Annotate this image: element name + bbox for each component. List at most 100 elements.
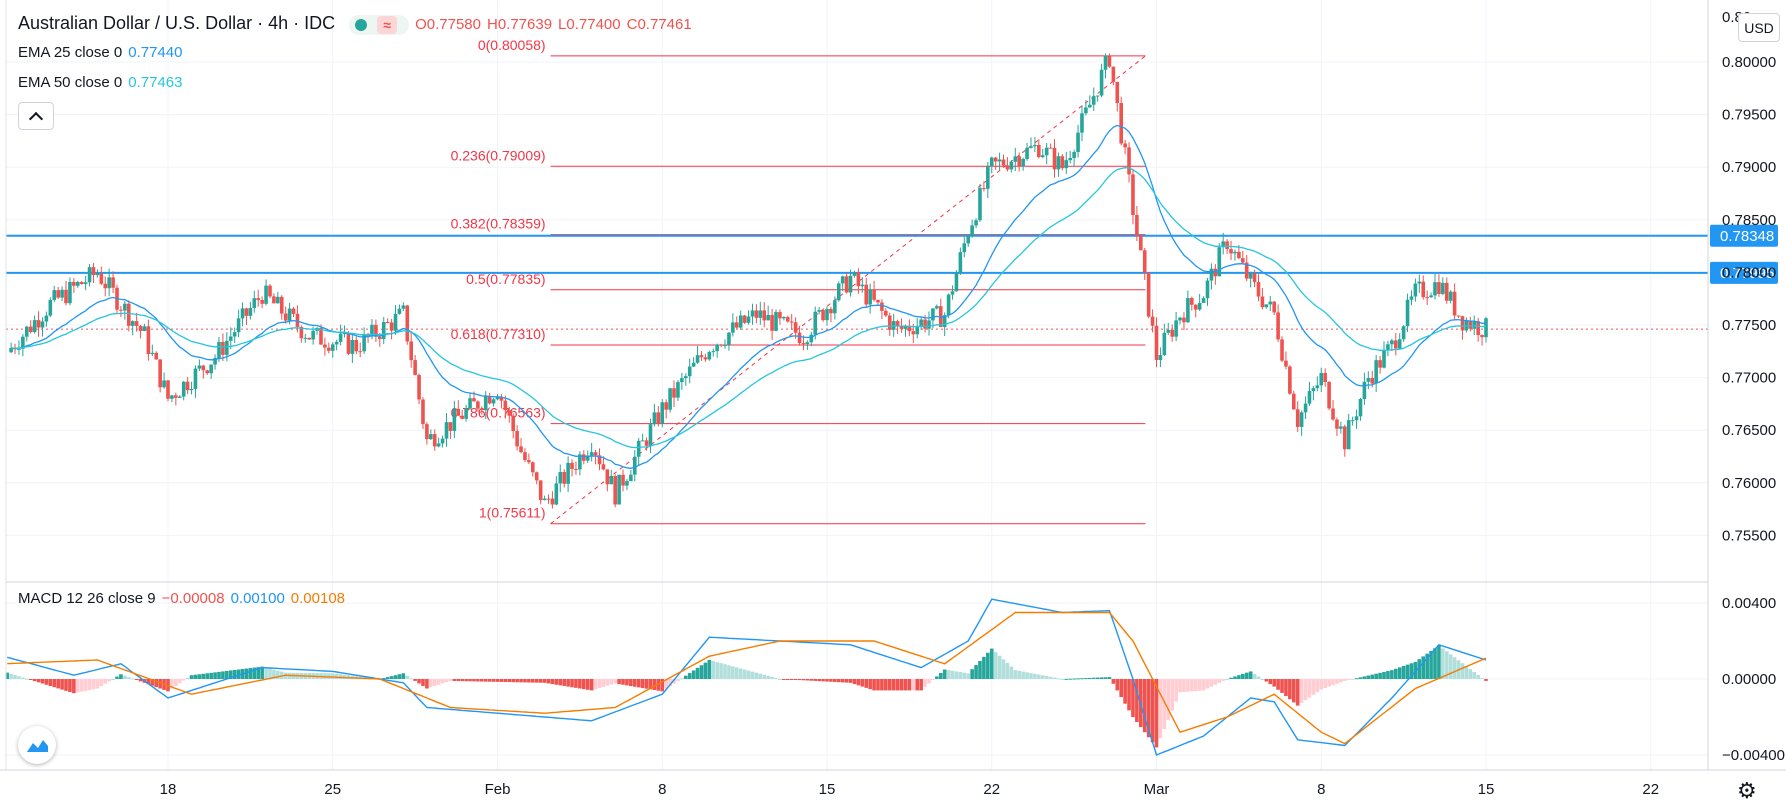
macd-histogram-bar	[523, 679, 527, 683]
macd-histogram-bar	[1013, 670, 1018, 679]
candle-body	[1484, 318, 1488, 338]
macd-histogram-bar	[1229, 677, 1233, 679]
macd-histogram-bar	[738, 668, 743, 679]
macd-histogram-bar	[887, 679, 892, 691]
candle-body	[723, 344, 727, 346]
candle-body	[974, 220, 978, 226]
macd-histogram-bar	[1009, 666, 1014, 679]
macd-histogram-bar	[1060, 679, 1065, 680]
gear-icon[interactable]: ⚙	[1737, 778, 1757, 803]
candle-body	[303, 337, 308, 339]
candle-body	[381, 322, 386, 339]
candle-body	[738, 315, 743, 328]
macd-histogram-bar	[1064, 678, 1069, 680]
candle-body	[460, 415, 464, 419]
macd-legend[interactable]: MACD 12 26 close 9 −0.00008 0.00100 0.00108	[18, 590, 351, 607]
macd-histogram-bar	[511, 679, 515, 683]
candle-body	[499, 397, 504, 401]
macd-histogram-bar	[421, 679, 425, 686]
macd-histogram-bar	[1390, 670, 1394, 679]
macd-histogram-bar	[429, 679, 433, 688]
candle-body	[95, 273, 100, 276]
candle-body	[1248, 273, 1253, 279]
currency-button[interactable]: USD	[1738, 13, 1780, 42]
fib-level-label: 0.236(0.79009)	[451, 147, 546, 163]
candle-body	[1346, 420, 1351, 450]
candle-body	[236, 318, 241, 333]
symbol-title[interactable]: Australian Dollar / U.S. Dollar · 4h · I…	[18, 13, 336, 33]
macd-histogram-bar	[1233, 676, 1237, 679]
macd-histogram-bar	[260, 666, 264, 679]
macd-histogram-bar	[1280, 679, 1284, 693]
candle-body	[1342, 426, 1347, 450]
macd-histogram-bar	[193, 674, 198, 679]
macd-histogram-bar	[793, 679, 798, 680]
macd-histogram-bar	[99, 679, 104, 687]
macd-histogram-bar	[962, 672, 967, 679]
macd-histogram-bar	[1142, 679, 1147, 733]
candle-body	[213, 357, 217, 365]
macd-histogram-bar	[809, 679, 814, 681]
macd-histogram-bar	[1033, 673, 1037, 679]
macd-histogram-bar	[495, 679, 500, 682]
price-tick-label: 0.77500	[1722, 317, 1776, 334]
candle-body	[856, 272, 861, 287]
macd-histogram-bar	[648, 679, 653, 690]
macd-histogram-bar	[762, 674, 767, 679]
ema50-legend[interactable]: EMA 50 close 0 0.77463	[18, 74, 188, 91]
candle-body	[1135, 215, 1139, 236]
candle-body	[668, 388, 672, 410]
candle-body	[1068, 158, 1073, 161]
macd-histogram-bar	[1154, 679, 1159, 748]
macd-histogram-bar	[605, 679, 610, 686]
candle-body	[1460, 316, 1465, 331]
macd-histogram-bar	[327, 673, 331, 679]
macd-histogram-bar	[150, 679, 155, 686]
candle-body	[166, 380, 170, 399]
macd-histogram-bar	[170, 679, 174, 689]
ema50-value: 0.77463	[128, 74, 183, 91]
macd-signal-value: 0.00108	[290, 590, 346, 607]
price-tick-label: 0.78500	[1722, 212, 1776, 229]
ema25-legend[interactable]: EMA 25 close 0 0.77440	[18, 44, 188, 61]
macd-histogram-bar	[1197, 679, 1202, 691]
candle-body	[531, 462, 535, 473]
candle-body	[1107, 55, 1112, 67]
macd-histogram-bar	[723, 664, 727, 679]
candle-body	[534, 472, 539, 481]
macd-histogram-bar	[656, 679, 661, 691]
candle-body	[264, 285, 268, 304]
candle-body	[429, 434, 433, 440]
macd-histogram-bar	[432, 679, 437, 686]
macd-histogram-bar	[483, 679, 488, 682]
fib-level-label: 0.618(0.77310)	[451, 326, 546, 342]
candle-body	[138, 326, 143, 331]
candle-body	[9, 348, 13, 353]
macd-histogram-bar	[574, 679, 578, 688]
macd-histogram-bar	[272, 669, 276, 679]
macd-histogram-bar	[715, 662, 719, 679]
candle-body	[562, 472, 566, 484]
status-pill[interactable]: ≈	[349, 14, 410, 35]
macd-histogram-bar	[32, 679, 37, 682]
tradingview-logo[interactable]	[18, 726, 56, 764]
macd-histogram-bar	[1433, 648, 1437, 679]
candle-body	[927, 320, 931, 329]
candle-body	[1088, 104, 1092, 108]
macd-histogram-bar	[1468, 669, 1473, 679]
candle-body	[1025, 147, 1029, 159]
macd-histogram-bar	[617, 679, 621, 685]
candle-body	[1335, 419, 1339, 429]
candle-body	[1033, 144, 1037, 147]
time-tick-label: 18	[160, 781, 177, 798]
candle-body	[1080, 113, 1084, 133]
macd-histogram-bar	[872, 679, 876, 691]
macd-histogram-bar	[727, 665, 731, 679]
candle-body	[1001, 159, 1006, 166]
candle-body	[1099, 69, 1104, 96]
collapse-legend-button[interactable]	[18, 102, 54, 130]
candle-body	[52, 290, 57, 300]
macd-histogram-bar	[652, 679, 657, 691]
macd-histogram-bar	[1339, 679, 1343, 683]
